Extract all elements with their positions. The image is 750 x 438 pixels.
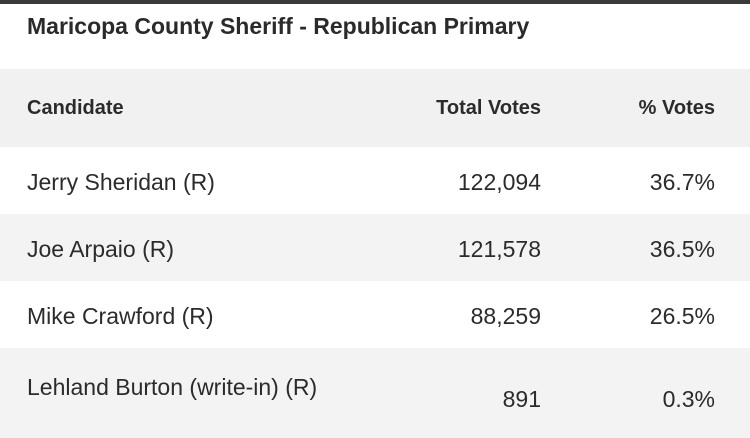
table-row: Lehland Burton (write-in) (R) 891 0.3% — [0, 348, 750, 438]
table-row: Mike Crawford (R) 88,259 26.5% — [0, 281, 750, 348]
candidate-pct-votes: 36.5% — [649, 236, 715, 262]
table-row: Joe Arpaio (R) 121,578 36.5% — [0, 214, 750, 281]
header-pct-votes: % Votes — [638, 97, 715, 119]
top-border-bar — [0, 0, 750, 4]
table-header-row: Candidate Total Votes % Votes — [0, 69, 750, 147]
candidate-name: Lehland Burton (write-in) (R) — [27, 374, 318, 400]
table-title: Maricopa County Sheriff - Republican Pri… — [27, 13, 530, 39]
candidate-name: Jerry Sheridan (R) — [27, 169, 215, 195]
table-row: Jerry Sheridan (R) 122,094 36.7% — [0, 147, 750, 214]
candidate-total-votes: 891 — [502, 386, 541, 412]
candidate-name: Joe Arpaio (R) — [27, 236, 175, 262]
candidate-pct-votes: 26.5% — [649, 303, 715, 329]
header-candidate: Candidate — [27, 97, 124, 119]
candidate-pct-votes: 36.7% — [649, 169, 715, 195]
candidate-name: Mike Crawford (R) — [27, 303, 214, 329]
results-table: Candidate Total Votes % Votes Jerry Sher… — [0, 69, 750, 438]
candidate-pct-votes: 0.3% — [662, 386, 715, 412]
candidate-total-votes: 121,578 — [457, 236, 541, 262]
header-total-votes: Total Votes — [436, 97, 541, 119]
candidate-total-votes: 122,094 — [457, 169, 541, 195]
candidate-total-votes: 88,259 — [470, 303, 541, 329]
